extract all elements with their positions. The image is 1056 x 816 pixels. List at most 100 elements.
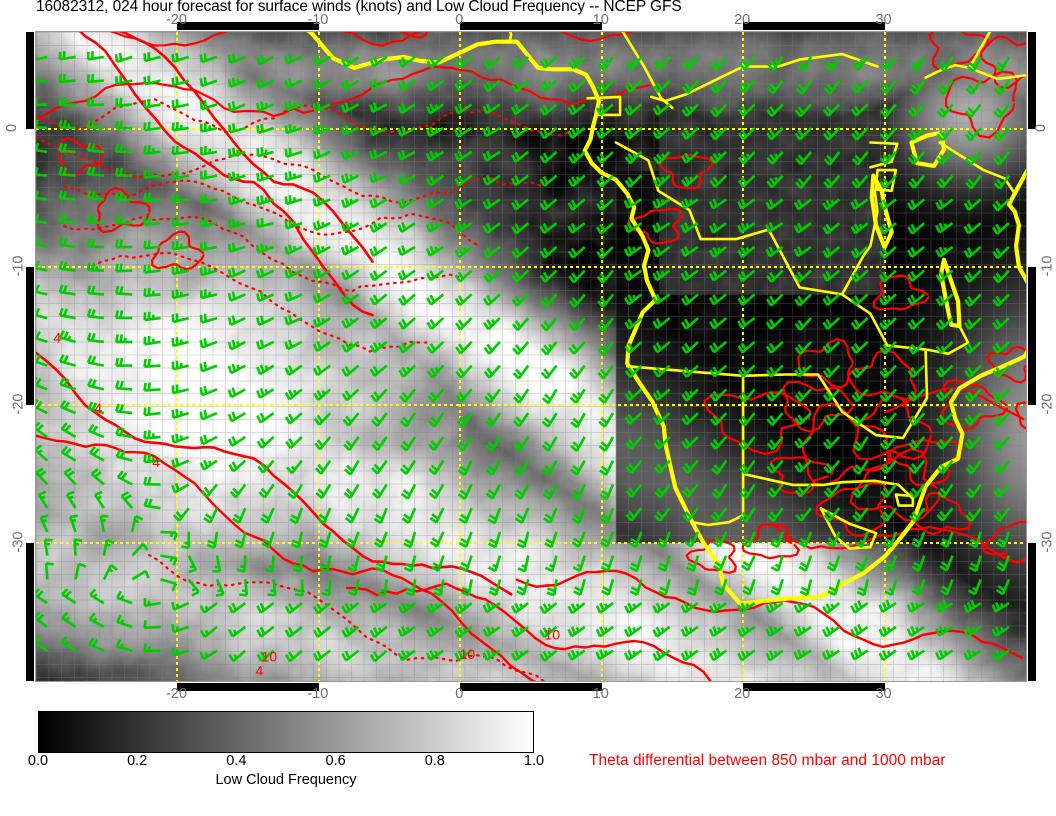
wind-barb	[770, 531, 784, 549]
wind-barb	[624, 317, 643, 330]
contour-cell-3	[852, 394, 933, 461]
wind-barb	[199, 434, 218, 446]
wind-barb	[680, 222, 699, 234]
frame-seg-right-0	[1028, 32, 1036, 129]
wind-barb	[737, 625, 756, 638]
wind-barb	[539, 127, 558, 140]
wind-barb	[454, 126, 473, 138]
wind-barb	[597, 317, 615, 332]
wind-barb	[625, 56, 643, 71]
wind-barb	[794, 388, 812, 402]
wind-barb	[58, 354, 76, 367]
wind-barb	[907, 269, 926, 282]
wind-barb	[454, 245, 473, 259]
wind-barb	[652, 364, 671, 378]
wind-barb	[86, 238, 104, 249]
wind-barb	[400, 483, 417, 500]
contour-label-6: 4	[53, 330, 61, 346]
wind-barb	[513, 459, 530, 476]
wind-barb	[131, 543, 149, 557]
wind-barb	[115, 639, 133, 652]
border-path-22	[925, 324, 970, 355]
wind-barb	[227, 435, 247, 447]
wind-barb	[510, 103, 529, 116]
contour-mid-3	[63, 215, 462, 293]
wind-barb	[823, 507, 841, 522]
wind-barb	[708, 647, 727, 662]
wind-barb	[939, 531, 954, 549]
wind-barb	[425, 103, 445, 115]
xtick-top-10: 10	[592, 12, 609, 28]
wind-barb	[398, 293, 416, 306]
wind-barb	[482, 174, 501, 186]
wind-barb	[992, 388, 1010, 403]
colorbar-tick-0.6: 0.6	[325, 753, 346, 769]
wind-barb	[403, 531, 417, 549]
wind-barb	[909, 56, 926, 72]
wind-barb	[114, 52, 133, 64]
wind-barb	[369, 79, 388, 91]
wind-barb	[398, 317, 416, 330]
wind-barb	[991, 601, 1010, 613]
wind-barb	[823, 79, 841, 95]
wind-barb	[541, 412, 558, 428]
wind-barb	[596, 245, 614, 260]
wind-barb	[992, 317, 1010, 330]
wind-barb	[681, 364, 699, 378]
wind-barb	[512, 364, 530, 380]
wind-barb	[99, 514, 109, 533]
wind-barb	[737, 649, 756, 662]
wind-barb	[369, 269, 388, 282]
wind-barb	[681, 150, 699, 164]
wind-barb	[822, 340, 841, 354]
wind-barb	[227, 101, 246, 112]
wind-barb	[482, 126, 501, 138]
wind-barb	[992, 293, 1010, 307]
colorbar-tick-0.8: 0.8	[424, 753, 445, 769]
wind-barb	[228, 602, 247, 614]
wind-barb	[739, 507, 756, 523]
wind-barb	[284, 195, 303, 206]
wind-barb	[852, 436, 869, 452]
wind-barb	[426, 625, 445, 638]
wind-barb	[511, 293, 530, 307]
wind-barb	[143, 620, 161, 630]
wind-barb	[822, 293, 841, 307]
wind-barb	[285, 435, 303, 450]
wind-barb	[171, 217, 189, 227]
wind-barb	[906, 649, 925, 661]
wind-barb	[909, 79, 926, 95]
wind-barb	[596, 198, 614, 212]
frame-seg-left--20	[26, 266, 34, 405]
wind-barb	[544, 555, 558, 573]
wind-barb	[823, 483, 841, 499]
wind-barb	[794, 103, 812, 118]
wind-barb	[319, 555, 332, 573]
wind-barb	[171, 624, 190, 634]
wind-barb	[653, 507, 671, 522]
wind-barb	[879, 127, 897, 142]
wind-barb	[936, 459, 954, 475]
wind-barb	[482, 245, 501, 259]
wind-barb	[935, 269, 954, 283]
wind-barb	[114, 239, 133, 249]
colorbar-tick-0.2: 0.2	[127, 753, 148, 769]
wind-barb	[992, 245, 1010, 259]
wind-barb	[87, 378, 105, 391]
wind-barb	[115, 380, 133, 391]
wind-barb	[794, 293, 812, 307]
wind-barb	[36, 635, 49, 652]
wind-barb	[369, 317, 388, 330]
wind-barb	[143, 287, 161, 298]
wind-barb	[993, 507, 1011, 522]
wind-barb	[487, 507, 502, 525]
wind-barb	[59, 330, 76, 344]
wind-barb	[347, 555, 360, 573]
wind-barb	[992, 198, 1010, 212]
wind-barb	[455, 341, 473, 355]
wind-barb	[86, 332, 105, 344]
wind-barb	[851, 388, 869, 403]
wind-barb	[36, 329, 48, 344]
wind-barb	[426, 55, 445, 69]
wind-barb	[878, 222, 897, 235]
